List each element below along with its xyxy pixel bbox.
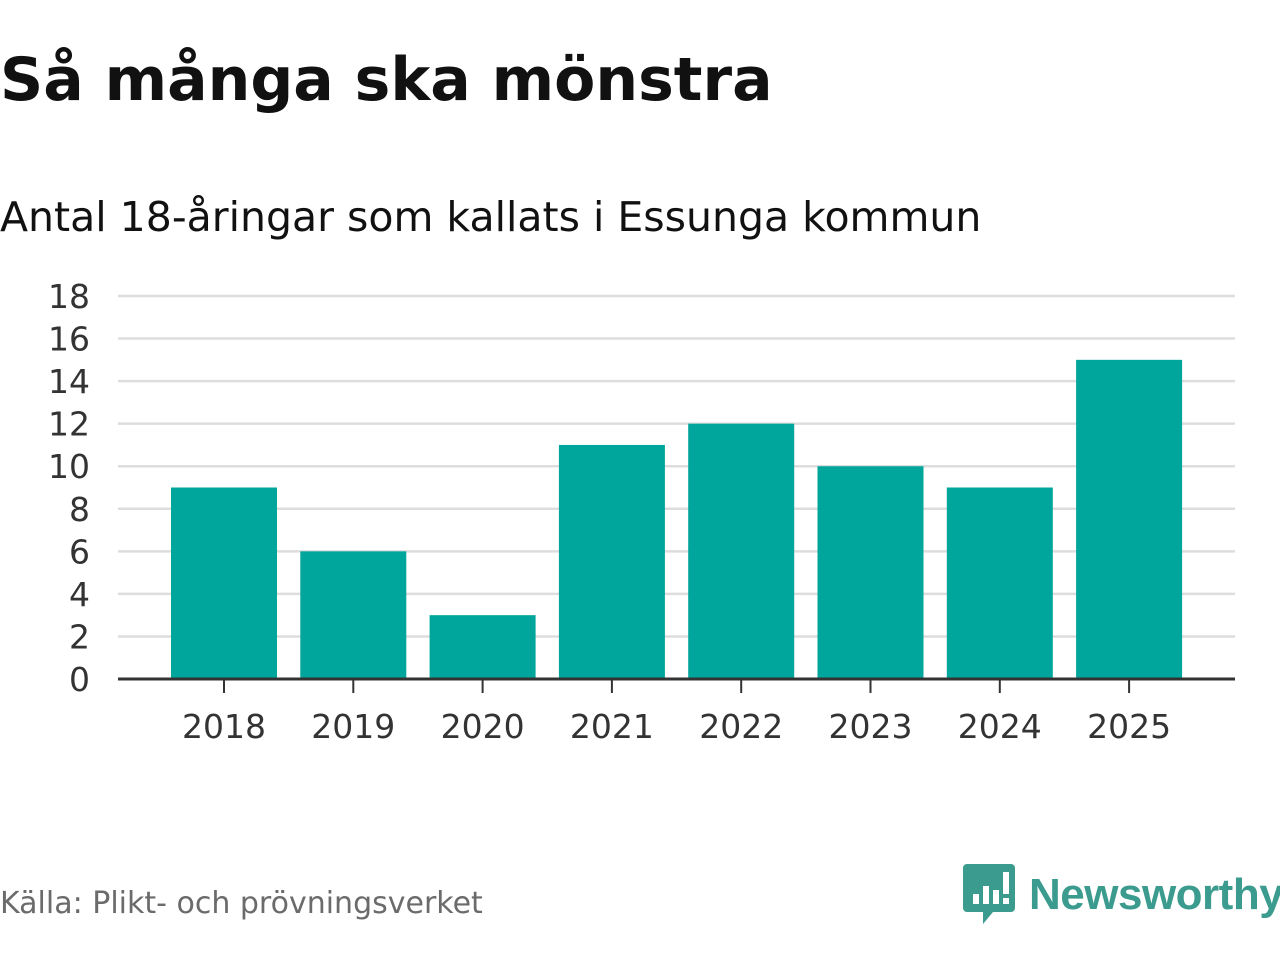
- y-tick-label: 4: [69, 575, 90, 614]
- brand-name: Newsworthy: [1029, 870, 1280, 919]
- chart-subtitle: Antal 18-åringar som kallats i Essunga k…: [0, 193, 982, 241]
- bar-2021: [558, 444, 665, 679]
- bars: [171, 359, 1183, 679]
- bar-2022: [688, 423, 795, 679]
- bar-2019: [300, 551, 407, 679]
- x-tick-label: 2021: [570, 707, 654, 746]
- bar-2018: [171, 487, 277, 679]
- source-note: Källa: Plikt- och prövningsverket: [0, 886, 483, 921]
- x-tick-label: 2025: [1087, 707, 1171, 746]
- x-tick-label: 2024: [958, 707, 1042, 746]
- chart-title: Så många ska mönstra: [0, 45, 773, 115]
- bar-2020: [429, 615, 536, 679]
- brand-logo: Newsworthy: [963, 864, 1280, 926]
- y-tick-label: 16: [48, 320, 90, 359]
- x-tick-label: 2023: [829, 707, 913, 746]
- bar-2023: [817, 466, 924, 679]
- newsworthy-logo-icon: [963, 864, 1015, 924]
- y-tick-label: 2: [69, 617, 90, 656]
- gridlines: [118, 294, 1235, 638]
- y-tick-label: 18: [48, 277, 90, 316]
- y-tick-label: 0: [69, 660, 90, 699]
- y-tick-label: 8: [69, 490, 90, 529]
- y-tick-label: 6: [69, 532, 90, 571]
- x-tick-label: 2019: [311, 707, 395, 746]
- x-tick-label: 2020: [441, 707, 525, 746]
- x-tick-label: 2018: [182, 707, 266, 746]
- y-tick-label: 10: [48, 447, 90, 486]
- x-axis-ticks: 2018 2019 2020 2021 2022 2023 2024 2025: [182, 679, 1171, 746]
- y-tick-label: 12: [48, 405, 90, 444]
- bar-2025: [1076, 359, 1183, 679]
- y-tick-label: 14: [48, 362, 90, 401]
- x-tick-label: 2022: [699, 707, 783, 746]
- bar-2024: [946, 487, 1053, 679]
